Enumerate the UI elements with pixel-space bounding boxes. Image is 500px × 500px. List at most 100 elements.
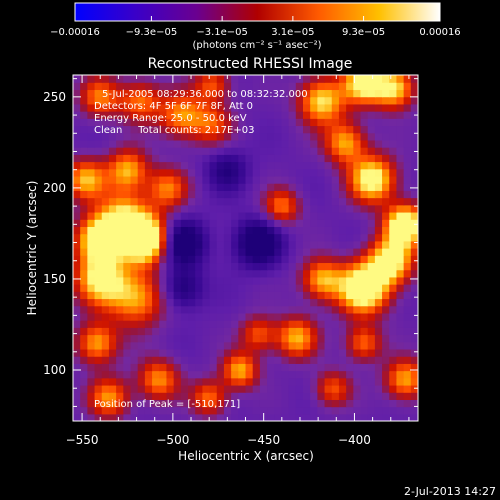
heatmap-cell bbox=[353, 82, 362, 91]
heatmap-cell bbox=[353, 341, 362, 350]
heatmap-cell bbox=[259, 406, 268, 415]
heatmap-cell bbox=[281, 240, 290, 249]
heatmap-cell bbox=[331, 197, 340, 206]
heatmap-cell bbox=[281, 413, 290, 421]
heatmap-cell bbox=[410, 103, 418, 112]
heatmap-cell bbox=[173, 356, 182, 364]
heatmap-cell bbox=[80, 284, 88, 292]
info-energy-range: Energy Range: 25.0 - 50.0 keV bbox=[94, 113, 247, 124]
heatmap-cell bbox=[317, 233, 326, 242]
heatmap-cell bbox=[137, 233, 146, 242]
heatmap-cell bbox=[382, 183, 390, 191]
heatmap-cell bbox=[382, 103, 390, 112]
heatmap-cell bbox=[116, 111, 124, 119]
heatmap-cell bbox=[123, 211, 132, 220]
heatmap-cell bbox=[202, 103, 211, 112]
heatmap-cell bbox=[202, 334, 211, 343]
heatmap-cell bbox=[130, 89, 139, 98]
heatmap-cell bbox=[202, 269, 211, 278]
heatmap-cell bbox=[310, 211, 318, 220]
heatmap-cell bbox=[267, 82, 275, 91]
heatmap-cell bbox=[374, 75, 383, 83]
heatmap-cell bbox=[180, 96, 189, 105]
heatmap-cell bbox=[188, 111, 196, 119]
heatmap-cell bbox=[274, 82, 283, 91]
heatmap-cell bbox=[252, 255, 261, 264]
heatmap-cell bbox=[259, 197, 268, 206]
heatmap-cell bbox=[130, 413, 139, 421]
heatmap-cell bbox=[324, 370, 333, 379]
heatmap-cell bbox=[353, 75, 362, 83]
heatmap-cell bbox=[101, 312, 110, 321]
heatmap-cell bbox=[288, 413, 297, 421]
heatmap-cell bbox=[403, 226, 412, 235]
heatmap-cell bbox=[389, 406, 398, 415]
heatmap-cell bbox=[281, 183, 290, 191]
heatmap-cell bbox=[159, 298, 168, 307]
heatmap-cell bbox=[382, 89, 390, 98]
heatmap-cell bbox=[410, 89, 418, 98]
heatmap-cell bbox=[303, 132, 311, 141]
heatmap-cell bbox=[382, 248, 390, 256]
heatmap-cell bbox=[310, 190, 318, 199]
heatmap-cell bbox=[73, 175, 81, 184]
heatmap-cell bbox=[195, 168, 203, 177]
heatmap-cell bbox=[346, 399, 354, 408]
heatmap-cell bbox=[116, 327, 124, 336]
heatmap-cell bbox=[73, 320, 81, 328]
heatmap-cell bbox=[259, 139, 268, 148]
heatmap-cell bbox=[274, 377, 283, 386]
heatmap-cell bbox=[87, 204, 96, 213]
heatmap-cell bbox=[159, 320, 168, 328]
heatmap-cell bbox=[130, 139, 139, 148]
heatmap-cell bbox=[231, 96, 239, 105]
heatmap-cell bbox=[209, 399, 218, 408]
heatmap-cell bbox=[245, 168, 254, 177]
heatmap-cell bbox=[80, 327, 88, 336]
heatmap-cell bbox=[288, 103, 297, 112]
heatmap-cell bbox=[324, 298, 333, 307]
heatmap-cell bbox=[216, 183, 225, 191]
heatmap-cell bbox=[331, 233, 340, 242]
heatmap-cell bbox=[252, 175, 261, 184]
heatmap-cell bbox=[367, 139, 376, 148]
heatmap-cell bbox=[367, 392, 376, 400]
heatmap-cell bbox=[173, 370, 182, 379]
heatmap-cell bbox=[367, 248, 376, 256]
heatmap-cell bbox=[80, 125, 88, 134]
heatmap-cell bbox=[108, 248, 117, 256]
heatmap-cell bbox=[108, 262, 117, 271]
heatmap-cell bbox=[180, 197, 189, 206]
heatmap-cell bbox=[259, 327, 268, 336]
heatmap-cell bbox=[295, 320, 304, 328]
heatmap-cell bbox=[73, 291, 81, 300]
heatmap-cell bbox=[252, 413, 261, 421]
heatmap-cell bbox=[367, 327, 376, 336]
heatmap-cell bbox=[216, 284, 225, 292]
heatmap-cell bbox=[238, 82, 247, 91]
heatmap-cell bbox=[173, 269, 182, 278]
heatmap-cell bbox=[346, 125, 354, 134]
heatmap-cell bbox=[87, 183, 96, 191]
heatmap-cell bbox=[396, 248, 405, 256]
heatmap-cell bbox=[130, 399, 139, 408]
heatmap-cell bbox=[87, 168, 96, 177]
heatmap-cell bbox=[317, 161, 326, 170]
heatmap-cell bbox=[80, 168, 88, 177]
heatmap-cell bbox=[101, 219, 110, 227]
heatmap-cell bbox=[202, 161, 211, 170]
heatmap-cell bbox=[137, 183, 146, 191]
heatmap-cell bbox=[310, 89, 318, 98]
heatmap-cell bbox=[144, 96, 153, 105]
heatmap-cell bbox=[374, 327, 383, 336]
heatmap-cell bbox=[245, 320, 254, 328]
heatmap-cell bbox=[73, 334, 81, 343]
heatmap-cell bbox=[346, 139, 354, 148]
heatmap-cell bbox=[94, 413, 103, 421]
heatmap-cell bbox=[295, 240, 304, 249]
heatmap-cell bbox=[94, 406, 103, 415]
heatmap-cell bbox=[123, 269, 132, 278]
heatmap-cell bbox=[389, 211, 398, 220]
heatmap-cell bbox=[188, 276, 196, 285]
heatmap-cell bbox=[396, 168, 405, 177]
